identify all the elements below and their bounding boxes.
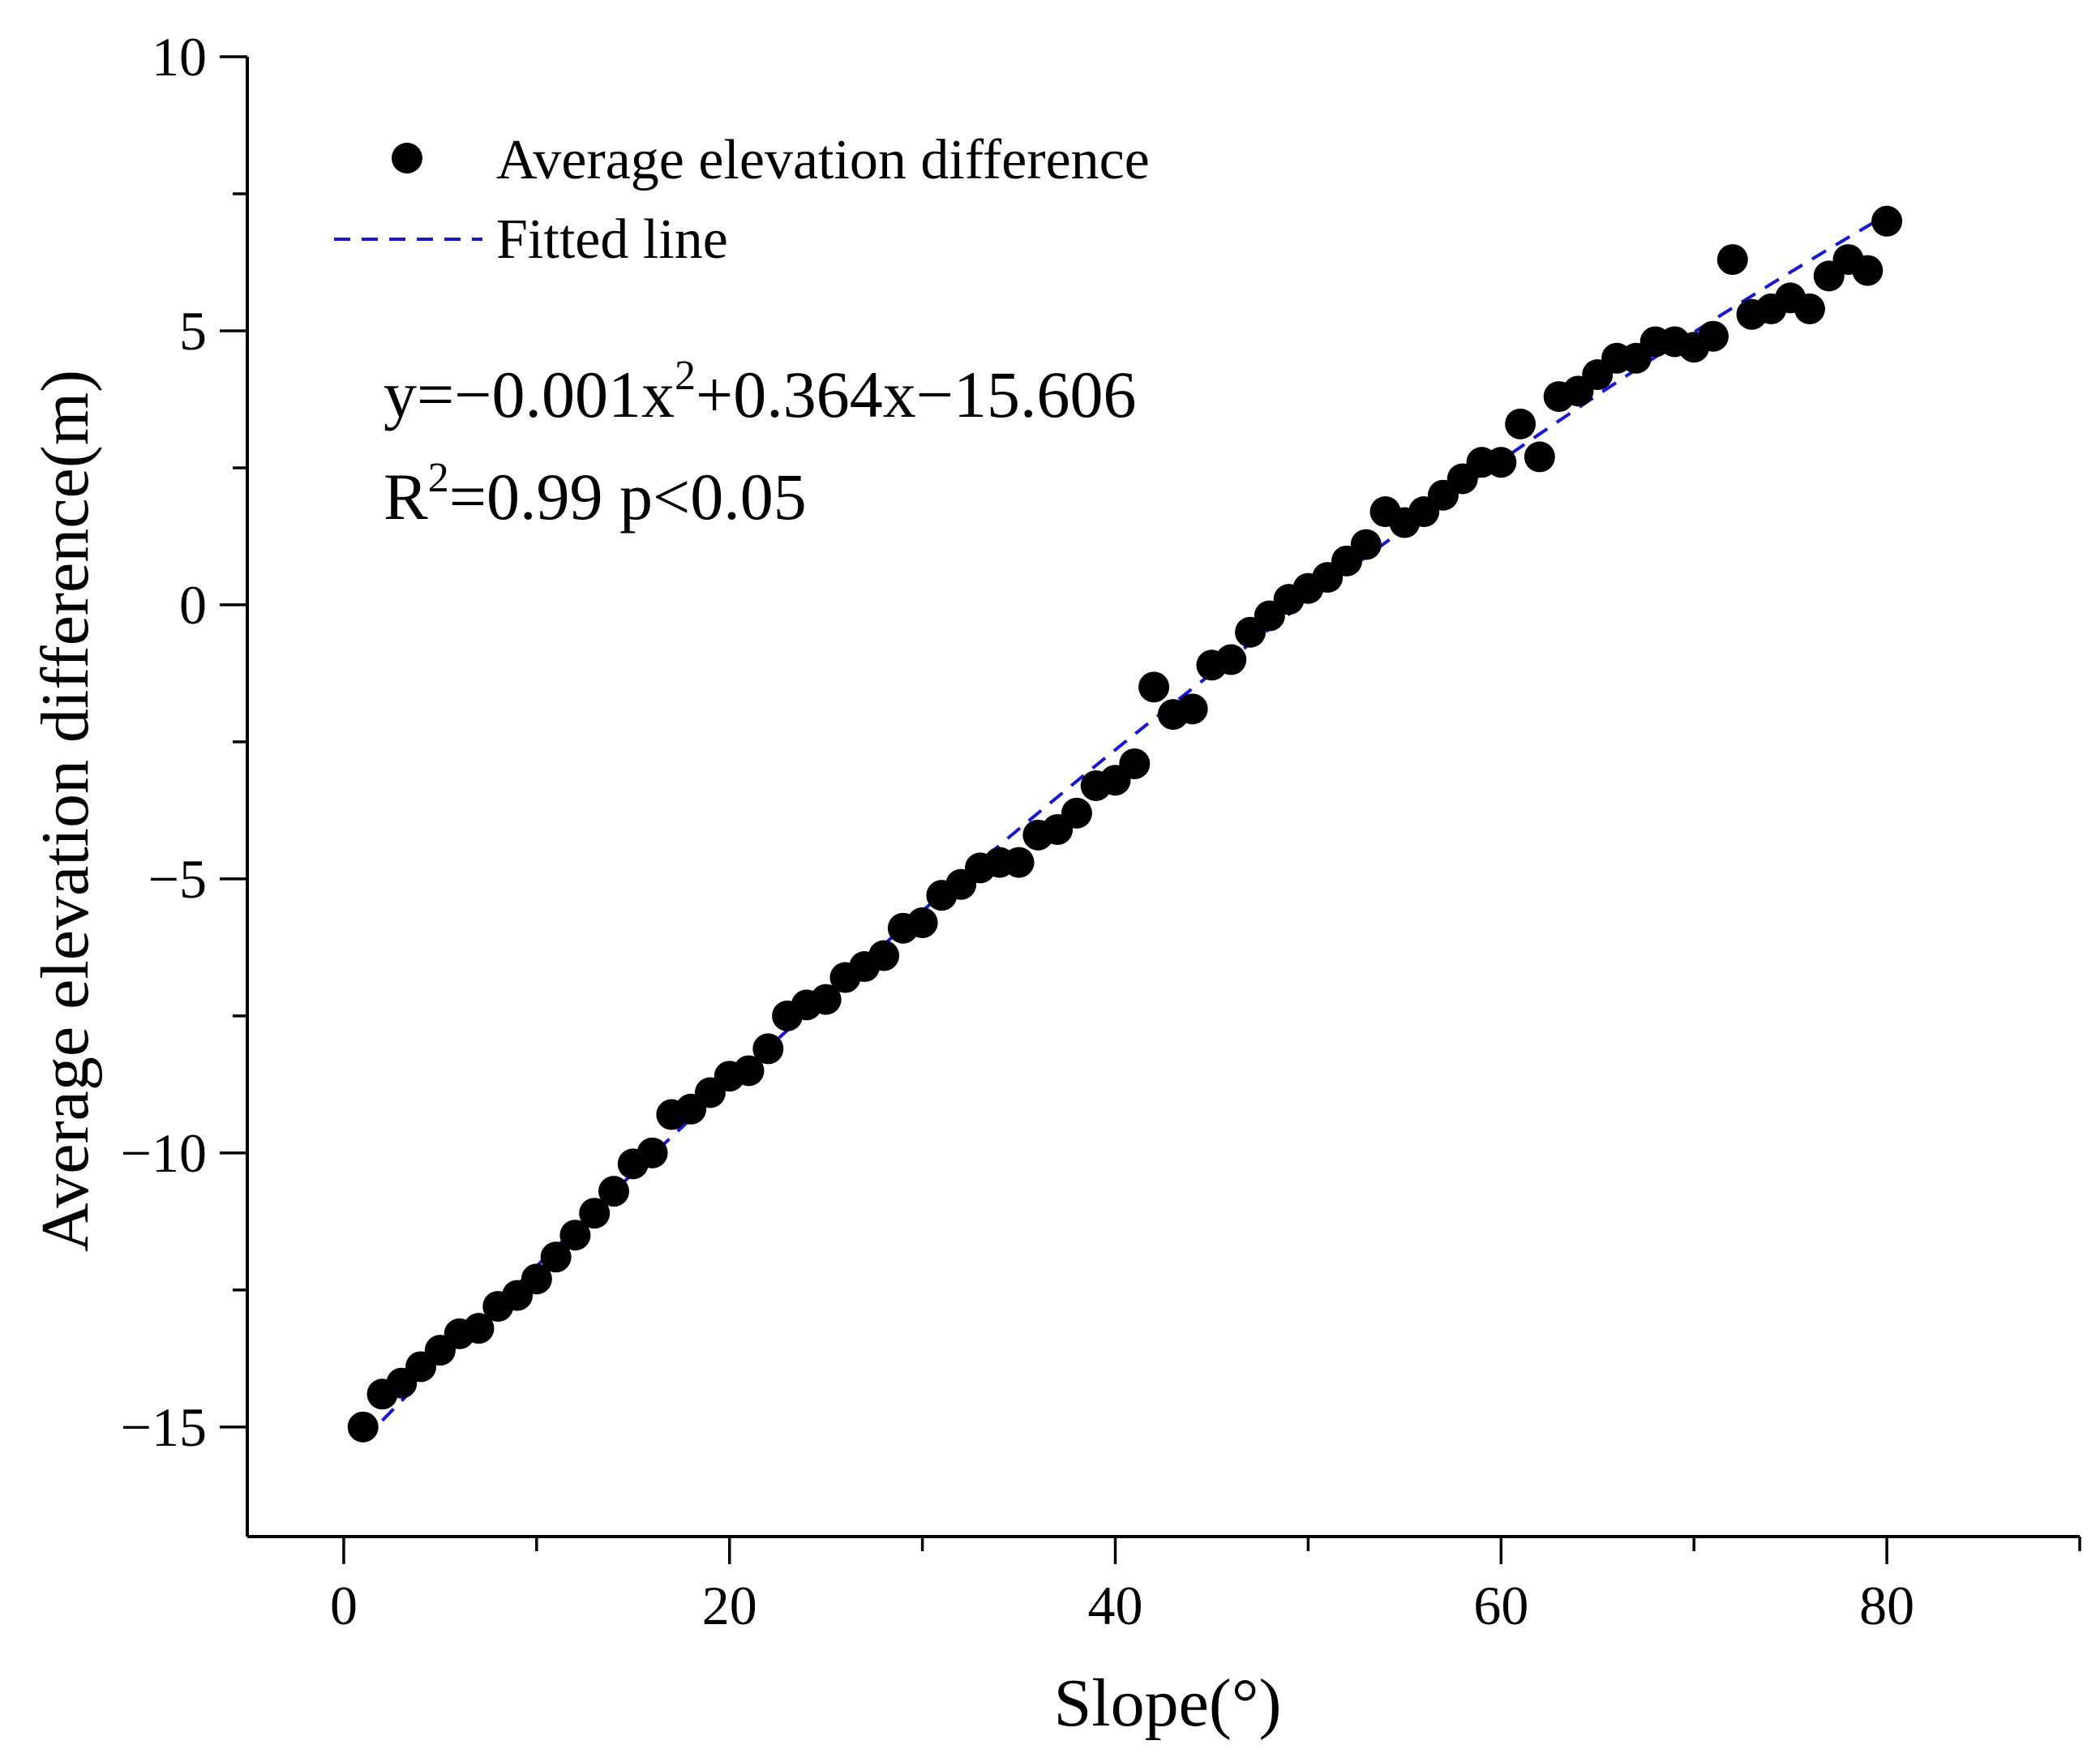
x-axis-title: Slope(°) xyxy=(1054,1666,1282,1741)
x-tick-label: 40 xyxy=(1088,1575,1143,1636)
data-point xyxy=(347,1411,379,1443)
data-point xyxy=(559,1220,591,1251)
data-point xyxy=(1524,441,1555,473)
data-point xyxy=(1794,293,1825,324)
fit-statistics: R2=0.99 p<0.05 xyxy=(384,455,807,534)
data-point xyxy=(733,1055,765,1087)
data-point xyxy=(579,1198,611,1229)
data-point xyxy=(1061,797,1092,829)
data-point xyxy=(1716,244,1748,276)
data-point xyxy=(1852,255,1884,286)
y-axis-title: Average elevation difference(m) xyxy=(28,370,103,1252)
data-point xyxy=(1138,671,1170,703)
y-tick-label: 0 xyxy=(179,574,207,636)
r2-superscript: 2 xyxy=(428,455,449,501)
data-points xyxy=(347,205,1903,1443)
axes: −15 −10 −5 0 5 10 0 20 40 60 80 xyxy=(121,26,2081,1636)
x-tick-label: 60 xyxy=(1473,1575,1528,1636)
data-point xyxy=(1505,408,1536,439)
data-point xyxy=(463,1313,495,1344)
x-tick-label: 20 xyxy=(702,1575,757,1636)
r2-suffix: =0.99 p<0.05 xyxy=(449,460,807,534)
y-tick-label: −5 xyxy=(148,848,207,910)
data-point xyxy=(1871,205,1903,237)
data-point xyxy=(868,940,900,971)
y-axis-ticks: −15 −10 −5 0 5 10 xyxy=(121,26,247,1458)
y-tick-label: 10 xyxy=(152,26,207,88)
data-point xyxy=(1698,320,1729,352)
y-tick-label: 5 xyxy=(179,300,207,362)
y-tick-label: −15 xyxy=(121,1396,207,1458)
data-point xyxy=(636,1137,668,1168)
data-point xyxy=(810,984,842,1015)
data-point xyxy=(1119,748,1151,779)
equation-superscript: 2 xyxy=(675,353,696,399)
data-point xyxy=(521,1263,552,1295)
x-tick-label: 0 xyxy=(330,1575,358,1636)
legend-line-label: Fitted line xyxy=(496,208,728,271)
data-point xyxy=(598,1176,629,1207)
x-axis-ticks: 0 20 40 60 80 xyxy=(330,1537,2081,1636)
legend-point-label: Average elevation difference xyxy=(496,129,1150,191)
data-point xyxy=(540,1241,572,1273)
y-tick-label: −10 xyxy=(121,1122,207,1184)
data-point xyxy=(1003,847,1035,878)
data-point xyxy=(906,907,938,938)
equation-prefix: y=−0.001x xyxy=(384,358,675,431)
data-point xyxy=(1350,529,1382,560)
legend-point-marker xyxy=(392,143,422,174)
equation-suffix: +0.364x−15.606 xyxy=(696,358,1137,431)
legend: Average elevation difference Fitted line xyxy=(334,129,1150,271)
data-point xyxy=(1215,644,1247,675)
data-point xyxy=(1176,693,1208,725)
data-point xyxy=(752,1033,784,1065)
r2-prefix: R xyxy=(384,460,428,534)
data-point xyxy=(1485,447,1517,478)
x-tick-label: 80 xyxy=(1859,1575,1914,1636)
fit-equation: y=−0.001x2+0.364x−15.606 xyxy=(384,353,1137,431)
